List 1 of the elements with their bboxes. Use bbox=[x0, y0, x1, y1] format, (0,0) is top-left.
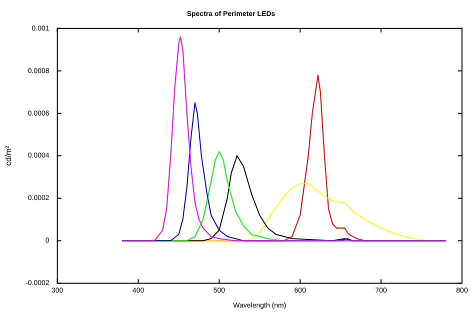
y-axis-title: cd/m² bbox=[4, 145, 14, 166]
